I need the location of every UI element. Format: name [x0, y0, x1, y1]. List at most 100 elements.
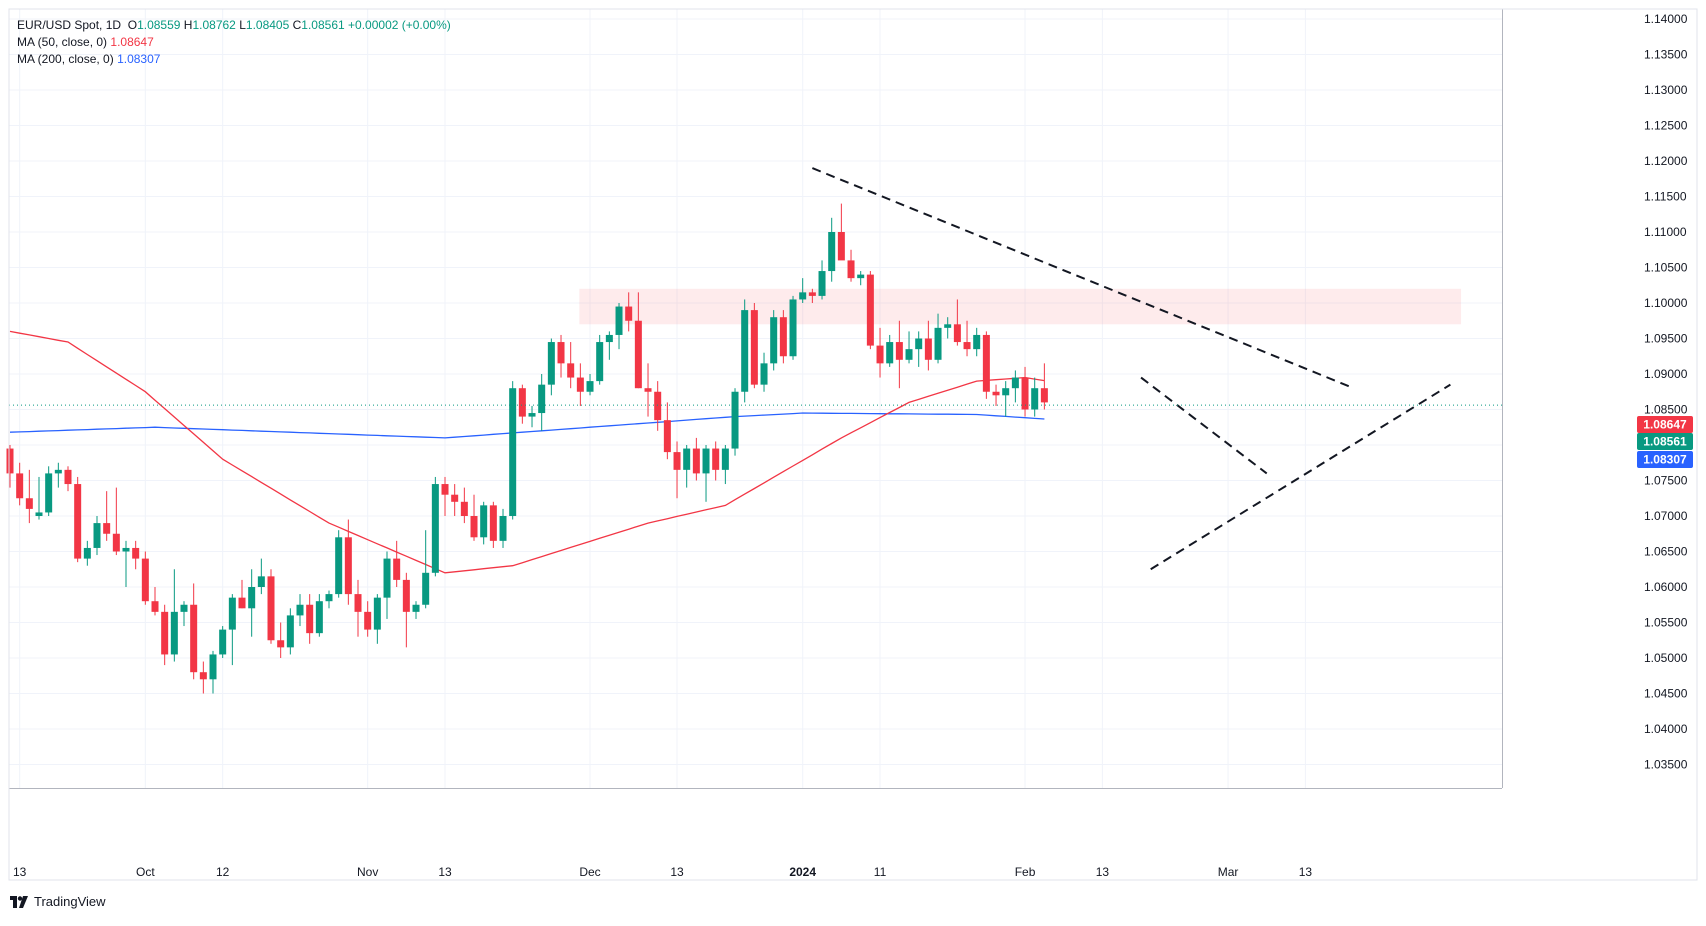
- candle-body: [64, 469, 72, 485]
- ma200-legend-value: 1.08307: [117, 52, 161, 66]
- low-label: L: [239, 18, 246, 32]
- candle: [412, 601, 420, 619]
- candle: [683, 445, 691, 488]
- resistance-zone: [579, 288, 1462, 325]
- candle: [1031, 377, 1039, 417]
- candle: [586, 374, 594, 396]
- price-tick-label: 1.07500: [1644, 474, 1688, 488]
- price-tag-bg: [1637, 451, 1693, 468]
- candle: [963, 320, 971, 357]
- candle: [557, 334, 565, 378]
- price-tick-label: 1.13500: [1644, 48, 1688, 62]
- candle-body: [103, 523, 111, 534]
- candle: [518, 384, 526, 424]
- candle-body: [741, 310, 749, 392]
- candle-body: [760, 363, 768, 385]
- candle-body: [499, 516, 507, 541]
- candle: [615, 303, 623, 350]
- price-tag-bg: [1637, 416, 1693, 433]
- candle: [460, 487, 468, 524]
- candle: [895, 320, 903, 389]
- candle-body: [199, 672, 207, 680]
- time-tick-label: Mar: [1218, 865, 1239, 879]
- candle-body: [663, 420, 671, 453]
- time-tick-label: 13: [1096, 865, 1110, 879]
- candle-body: [422, 572, 430, 605]
- candle-body: [1031, 388, 1039, 410]
- price-axis[interactable]: 1.03500 1.04000 1.04500 1.05000 1.05500 1.060…: [1644, 12, 1688, 772]
- candle: [383, 551, 391, 619]
- candle-body: [45, 473, 53, 513]
- candle-body: [683, 448, 691, 470]
- candle: [567, 342, 575, 389]
- price-tick-label: 1.12000: [1644, 154, 1688, 168]
- candle-body: [228, 597, 236, 630]
- time-tick-label: Dec: [579, 865, 600, 879]
- time-tick-label: 2024: [789, 865, 816, 879]
- candle: [644, 363, 652, 417]
- candle: [741, 299, 749, 403]
- price-tag-label: 1.08647: [1643, 418, 1687, 432]
- ma200-legend-row[interactable]: MA (200, close, 0) 1.08307: [17, 51, 451, 68]
- candle-body: [83, 547, 91, 559]
- candle-body: [1011, 377, 1019, 389]
- price-tick-label: 1.06500: [1644, 545, 1688, 559]
- candle: [760, 352, 768, 392]
- candle-body: [1002, 388, 1010, 396]
- candle: [238, 579, 246, 609]
- tradingview-brand[interactable]: TradingView: [10, 894, 106, 909]
- candle: [1040, 363, 1048, 410]
- candle-body: [837, 232, 845, 261]
- high-value: 1.08762: [192, 18, 236, 32]
- candle-body: [383, 558, 391, 598]
- candle-body: [576, 377, 584, 392]
- candle-body: [557, 342, 565, 364]
- candle: [992, 384, 1000, 406]
- price-tick-label: 1.13000: [1644, 83, 1688, 97]
- tradingview-logo-icon: [10, 895, 28, 908]
- candle: [924, 320, 932, 371]
- candle-body: [16, 473, 24, 499]
- candle-body: [857, 274, 865, 279]
- candle: [286, 608, 294, 655]
- time-axis[interactable]: 13 Oct 12 Nov 13 Dec 13 2024 11 Feb 13 Mar 13: [13, 865, 1312, 879]
- candle: [25, 469, 33, 524]
- ma200-line: [9, 412, 1045, 439]
- candle: [335, 530, 343, 598]
- candle-body: [915, 338, 923, 350]
- price-tag: 1.08561: [1637, 433, 1693, 450]
- candle: [422, 530, 430, 609]
- descending-trendline-short: [1140, 376, 1268, 475]
- candle-body: [731, 391, 739, 449]
- candle: [393, 540, 401, 587]
- candle-body: [605, 334, 613, 343]
- candle-body: [509, 388, 517, 516]
- symbol-label[interactable]: EUR/USD Spot: [17, 18, 100, 32]
- candle: [277, 622, 285, 658]
- interval-label[interactable]: 1D: [105, 18, 122, 32]
- candle: [731, 388, 739, 456]
- candle: [509, 381, 517, 520]
- candle: [480, 501, 488, 545]
- candle-body: [460, 501, 468, 516]
- candle: [1011, 370, 1019, 403]
- candle: [808, 288, 816, 303]
- candle: [944, 317, 952, 339]
- candle: [1002, 381, 1010, 417]
- tradingview-wordmark: TradingView: [34, 894, 106, 909]
- candle: [199, 661, 207, 694]
- price-tag-bg: [1637, 433, 1693, 450]
- candle-body: [277, 640, 285, 648]
- candle-body: [470, 516, 478, 538]
- ma200-path: [9, 412, 1045, 439]
- candle: [364, 601, 372, 637]
- price-tick-label: 1.05000: [1644, 651, 1688, 665]
- candle-body: [673, 452, 681, 470]
- ma50-legend-row[interactable]: MA (50, close, 0) 1.08647: [17, 34, 451, 51]
- candle-body: [402, 579, 410, 612]
- price-tick-label: 1.08500: [1644, 403, 1688, 417]
- candle: [1021, 366, 1029, 417]
- candle-body: [35, 512, 43, 516]
